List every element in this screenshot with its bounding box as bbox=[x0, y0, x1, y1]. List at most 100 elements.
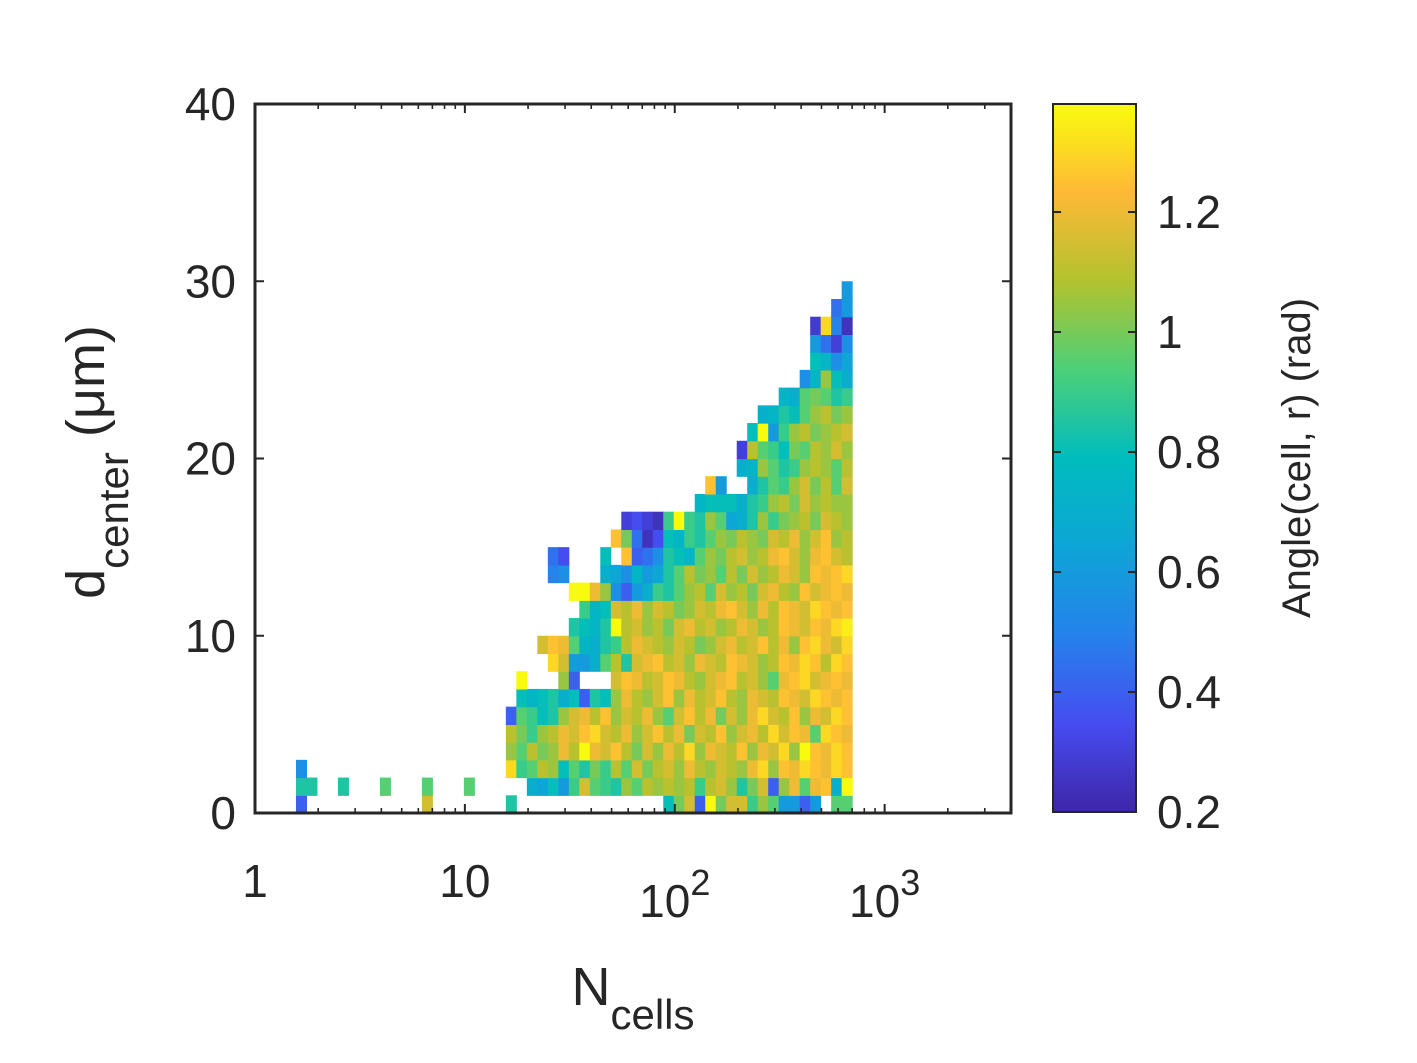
heatmap-cell bbox=[589, 777, 601, 796]
heatmap-cell bbox=[820, 635, 832, 655]
heatmap-cell bbox=[736, 582, 748, 601]
heatmap-cell bbox=[799, 564, 811, 584]
heatmap-cell bbox=[799, 405, 811, 424]
heatmap-cell bbox=[831, 618, 843, 637]
heatmap-cell bbox=[610, 671, 622, 690]
heatmap-cell bbox=[757, 635, 769, 655]
heatmap-cell bbox=[421, 795, 433, 814]
heatmap-cell bbox=[684, 706, 696, 725]
heatmap-cell bbox=[831, 476, 843, 495]
colorbar-label: Angle(cell, r) (rad) bbox=[1275, 298, 1319, 618]
heatmap-cell bbox=[736, 653, 748, 672]
heatmap-cell bbox=[747, 671, 759, 690]
heatmap-cell bbox=[831, 547, 843, 566]
heatmap-cell bbox=[631, 582, 643, 601]
heatmap-cell bbox=[684, 529, 696, 548]
heatmap-cell bbox=[621, 706, 633, 725]
heatmap-cell bbox=[789, 423, 801, 442]
heatmap-cell bbox=[747, 476, 759, 495]
heatmap-cell bbox=[705, 671, 717, 690]
heatmap-cell bbox=[684, 600, 696, 619]
heatmap-cell bbox=[516, 671, 528, 690]
heatmap-cell bbox=[789, 600, 801, 619]
heatmap-cell bbox=[810, 369, 822, 389]
heatmap-cell bbox=[810, 476, 822, 495]
heatmap-cell bbox=[579, 635, 591, 655]
heatmap-cell bbox=[768, 706, 780, 725]
heatmap-cell bbox=[547, 706, 559, 725]
heatmap-cell bbox=[379, 777, 391, 796]
heatmap-cell bbox=[600, 759, 612, 779]
heatmap-cell bbox=[684, 653, 696, 672]
heatmap-cell bbox=[726, 759, 738, 779]
heatmap-cell bbox=[778, 671, 790, 690]
heatmap-cell bbox=[736, 511, 748, 530]
heatmap-cell bbox=[663, 529, 675, 548]
heatmap-cell bbox=[652, 671, 664, 690]
heatmap-cell bbox=[694, 493, 706, 513]
y-tick-label: 40 bbox=[185, 78, 236, 130]
y-axis-label: dcenter (μm) bbox=[56, 325, 137, 599]
heatmap-cell bbox=[621, 618, 633, 637]
heatmap-cell bbox=[463, 777, 475, 796]
heatmap-cell bbox=[820, 742, 832, 761]
heatmap-cell bbox=[831, 688, 843, 708]
heatmap-cell bbox=[810, 547, 822, 566]
heatmap-cell bbox=[831, 369, 843, 389]
heatmap-cell bbox=[526, 688, 538, 708]
heatmap-cell bbox=[673, 724, 685, 743]
heatmap-cell bbox=[820, 405, 832, 424]
heatmap-cell bbox=[757, 547, 769, 566]
heatmap-cell bbox=[631, 529, 643, 548]
heatmap-cell bbox=[789, 476, 801, 495]
heatmap-cell bbox=[652, 529, 664, 548]
heatmap-cell bbox=[810, 387, 822, 406]
heatmap-cell bbox=[820, 564, 832, 584]
heatmap-cell bbox=[831, 423, 843, 442]
heatmap-cell bbox=[684, 759, 696, 779]
heatmap-cell bbox=[810, 458, 822, 477]
heatmap-cell bbox=[778, 564, 790, 584]
heatmap-cell bbox=[600, 618, 612, 637]
heatmap-cell bbox=[589, 600, 601, 619]
heatmap-cell bbox=[610, 759, 622, 779]
heatmap-cell bbox=[610, 777, 622, 796]
heatmap-cell bbox=[841, 369, 853, 389]
heatmap-cell bbox=[631, 742, 643, 761]
heatmap-cell bbox=[726, 529, 738, 548]
heatmap-cell bbox=[841, 724, 853, 743]
heatmap-cell bbox=[810, 759, 822, 779]
heatmap-cell bbox=[831, 334, 843, 353]
heatmap-cell bbox=[610, 600, 622, 619]
heatmap-cell bbox=[747, 493, 759, 513]
heatmap-cell bbox=[726, 582, 738, 601]
heatmap-cell bbox=[526, 777, 538, 796]
colorbar-tick-label: 0.6 bbox=[1157, 546, 1221, 598]
heatmap-cell bbox=[799, 387, 811, 406]
heatmap-cell bbox=[820, 582, 832, 601]
heatmap-cell bbox=[663, 547, 675, 566]
heatmap-cell bbox=[715, 476, 727, 495]
heatmap-cell bbox=[810, 440, 822, 460]
heatmap-cell bbox=[705, 529, 717, 548]
heatmap-cell bbox=[705, 742, 717, 761]
heatmap-cell bbox=[747, 564, 759, 584]
heatmap-cell bbox=[799, 476, 811, 495]
heatmap-cell bbox=[631, 777, 643, 796]
heatmap-cell bbox=[642, 511, 654, 530]
heatmap-cell bbox=[810, 582, 822, 601]
heatmap-cell bbox=[694, 671, 706, 690]
colorbar-tick-label: 0.2 bbox=[1157, 786, 1221, 838]
heatmap-cell bbox=[841, 564, 853, 584]
heatmap-cell bbox=[621, 724, 633, 743]
heatmap-cell bbox=[757, 423, 769, 442]
heatmap-cell bbox=[799, 777, 811, 796]
heatmap-cell bbox=[789, 724, 801, 743]
heatmap-cell bbox=[600, 742, 612, 761]
heatmap-cell bbox=[610, 742, 622, 761]
heatmap-cell bbox=[610, 582, 622, 601]
heatmap-cell bbox=[558, 564, 570, 584]
heatmap-cell bbox=[642, 547, 654, 566]
heatmap-cell bbox=[579, 724, 591, 743]
heatmap-cell bbox=[789, 440, 801, 460]
